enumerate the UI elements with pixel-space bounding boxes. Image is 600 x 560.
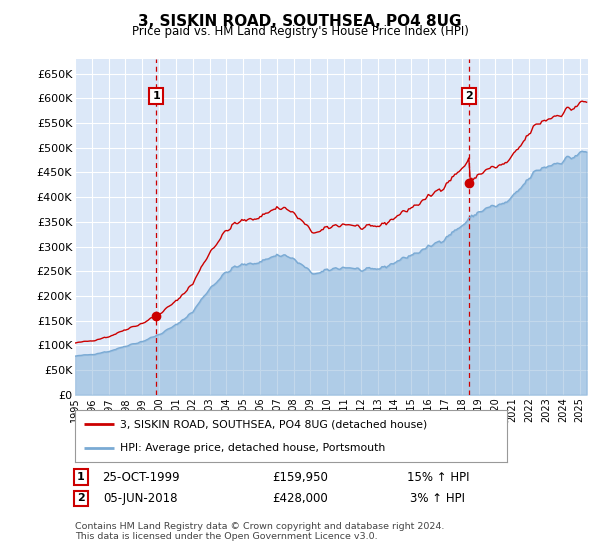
Text: 05-JUN-2018: 05-JUN-2018 [104,492,178,505]
Text: 1: 1 [152,91,160,101]
Text: 2: 2 [77,493,85,503]
Text: 15% ↑ HPI: 15% ↑ HPI [407,470,469,484]
Text: 3% ↑ HPI: 3% ↑ HPI [410,492,466,505]
Text: 3, SISKIN ROAD, SOUTHSEA, PO4 8UG: 3, SISKIN ROAD, SOUTHSEA, PO4 8UG [138,14,462,29]
Text: 3, SISKIN ROAD, SOUTHSEA, PO4 8UG (detached house): 3, SISKIN ROAD, SOUTHSEA, PO4 8UG (detac… [121,419,428,430]
Text: 25-OCT-1999: 25-OCT-1999 [102,470,180,484]
Text: HPI: Average price, detached house, Portsmouth: HPI: Average price, detached house, Port… [121,443,386,453]
Text: £159,950: £159,950 [272,470,328,484]
Text: Price paid vs. HM Land Registry's House Price Index (HPI): Price paid vs. HM Land Registry's House … [131,25,469,38]
Text: £428,000: £428,000 [272,492,328,505]
Text: 2: 2 [465,91,473,101]
Text: 1: 1 [77,472,85,482]
Text: Contains HM Land Registry data © Crown copyright and database right 2024.
This d: Contains HM Land Registry data © Crown c… [75,522,445,542]
